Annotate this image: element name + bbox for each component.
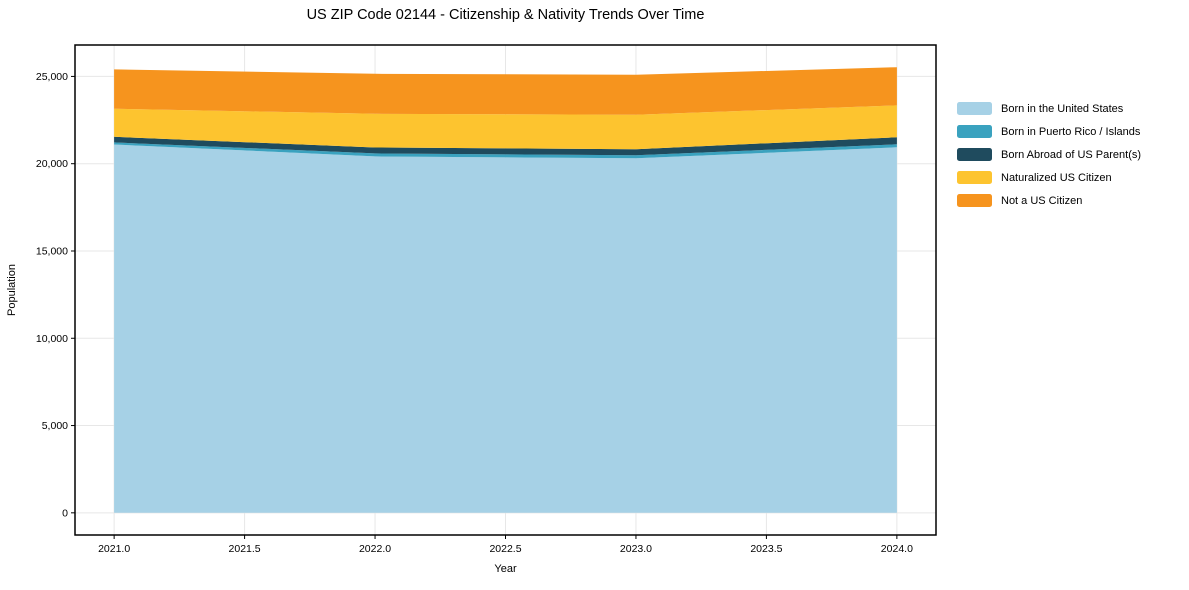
x-axis-label: Year bbox=[494, 563, 517, 575]
y-tick-label: 20,000 bbox=[36, 158, 68, 170]
y-tick-label: 15,000 bbox=[36, 245, 68, 257]
legend-item: Born in the United States bbox=[957, 102, 1141, 115]
legend-swatch-born-pr bbox=[957, 125, 992, 138]
legend-label: Born in Puerto Rico / Islands bbox=[1001, 125, 1141, 138]
legend-swatch-not-citizen bbox=[957, 194, 992, 207]
legend-label: Not a US Citizen bbox=[1001, 194, 1083, 207]
legend-item: Not a US Citizen bbox=[957, 194, 1141, 207]
y-axis-label: Population bbox=[6, 264, 18, 316]
legend-item: Born in Puerto Rico / Islands bbox=[957, 125, 1141, 138]
chart-title: US ZIP Code 02144 - Citizenship & Nativi… bbox=[306, 7, 705, 23]
y-tick-label: 5,000 bbox=[42, 420, 68, 432]
x-tick-label: 2021.0 bbox=[98, 543, 130, 555]
area-series-3 bbox=[114, 105, 897, 150]
legend-item: Born Abroad of US Parent(s) bbox=[957, 148, 1141, 161]
y-tick-label: 0 bbox=[62, 507, 68, 519]
legend: Born in the United States Born in Puerto… bbox=[957, 102, 1141, 207]
area-series-2 bbox=[114, 136, 897, 156]
x-tick-label: 2021.5 bbox=[229, 543, 261, 555]
x-tick-label: 2022.5 bbox=[489, 543, 521, 555]
legend-label: Born in the United States bbox=[1001, 102, 1124, 115]
legend-swatch-born-abroad bbox=[957, 148, 992, 161]
y-tick-label: 10,000 bbox=[36, 333, 68, 345]
legend-item: Naturalized US Citizen bbox=[957, 171, 1141, 184]
legend-swatch-born-us bbox=[957, 102, 992, 115]
legend-label: Naturalized US Citizen bbox=[1001, 171, 1112, 184]
area-series-0 bbox=[114, 144, 897, 513]
x-tick-label: 2024.0 bbox=[881, 543, 913, 555]
area-series-4 bbox=[114, 67, 897, 115]
area-series-1 bbox=[114, 142, 897, 159]
x-tick-label: 2023.0 bbox=[620, 543, 652, 555]
x-tick-label: 2022.0 bbox=[359, 543, 391, 555]
y-tick-label: 25,000 bbox=[36, 71, 68, 83]
legend-swatch-naturalized bbox=[957, 171, 992, 184]
legend-label: Born Abroad of US Parent(s) bbox=[1001, 148, 1142, 161]
x-tick-label: 2023.5 bbox=[750, 543, 782, 555]
